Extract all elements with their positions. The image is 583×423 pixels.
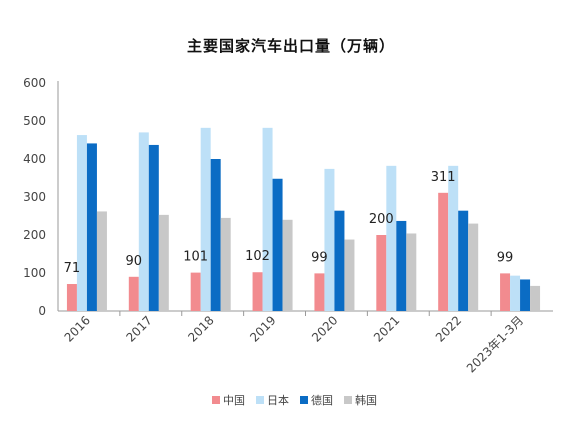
legend-swatch <box>212 396 220 404</box>
data-label: 99 <box>497 250 514 265</box>
legend: 中国 日本 德国 韩国 <box>212 393 377 407</box>
bar-德国 <box>520 279 531 311</box>
data-label: 102 <box>245 249 270 264</box>
data-label: 101 <box>183 250 208 265</box>
data-label: 90 <box>126 254 143 269</box>
bar-中国 <box>376 235 387 311</box>
bar-德国 <box>334 210 345 311</box>
bar-日本 <box>510 275 521 311</box>
bar-中国 <box>500 273 511 311</box>
bar-韩国 <box>468 223 479 311</box>
bar-韩国 <box>406 233 417 311</box>
data-label: 311 <box>431 170 456 185</box>
legend-swatch <box>256 396 264 404</box>
bar-德国 <box>272 178 283 311</box>
bar-日本 <box>324 168 335 311</box>
bar-中国 <box>128 276 139 311</box>
x-tick-label: 2017 <box>123 313 154 344</box>
x-tick-label: 2016 <box>62 313 93 344</box>
data-label: 99 <box>311 250 328 265</box>
bar-中国 <box>190 272 201 311</box>
bar-德国 <box>396 220 407 311</box>
bar-德国 <box>210 159 221 311</box>
x-tick-label: 2019 <box>247 313 278 344</box>
bar-日本 <box>448 165 459 311</box>
bar-德国 <box>148 144 159 311</box>
bar-日本 <box>262 127 273 311</box>
bar-韩国 <box>158 214 169 311</box>
legend-label: 德国 <box>311 393 333 407</box>
x-tick-label: 2020 <box>309 313 340 344</box>
y-tick-label: 400 <box>23 152 46 166</box>
x-tick-label: 2023年1-3月 <box>464 313 526 375</box>
y-tick-label: 500 <box>23 114 46 128</box>
bar-韩国 <box>96 211 107 311</box>
bar-日本 <box>76 135 87 311</box>
x-tick-label: 2021 <box>371 313 402 344</box>
y-tick-label: 200 <box>23 228 46 242</box>
bar-中国 <box>66 284 77 311</box>
bar-德国 <box>458 210 469 311</box>
chart-title: 主要国家汽车出口量（万辆） <box>187 37 395 55</box>
bar-德国 <box>86 143 97 311</box>
bar-日本 <box>386 165 397 311</box>
data-label: 71 <box>64 261 81 276</box>
legend-swatch <box>344 396 352 404</box>
bar-中国 <box>438 192 449 311</box>
bar-日本 <box>200 127 211 311</box>
bar-韩国 <box>530 285 541 311</box>
bar-中国 <box>314 273 325 311</box>
x-tick-label: 2022 <box>433 313 464 344</box>
legend-swatch <box>300 396 308 404</box>
bar-中国 <box>252 272 263 311</box>
legend-label: 中国 <box>223 394 245 407</box>
bars <box>66 127 541 311</box>
y-tick-label: 600 <box>23 76 46 90</box>
x-tick-label: 2018 <box>185 313 216 344</box>
y-tick-label: 100 <box>23 266 46 280</box>
bar-韩国 <box>344 239 355 311</box>
legend-label: 日本 <box>267 393 289 407</box>
y-tick-label: 0 <box>38 304 46 318</box>
bar-韩国 <box>282 219 293 311</box>
bar-日本 <box>138 132 149 311</box>
legend-label: 韩国 <box>355 393 377 407</box>
bar-韩国 <box>220 217 231 311</box>
y-tick-label: 300 <box>23 190 46 204</box>
data-labels: 71 90 101 102 99 200 311 99 <box>64 170 514 276</box>
data-label: 200 <box>369 212 394 227</box>
